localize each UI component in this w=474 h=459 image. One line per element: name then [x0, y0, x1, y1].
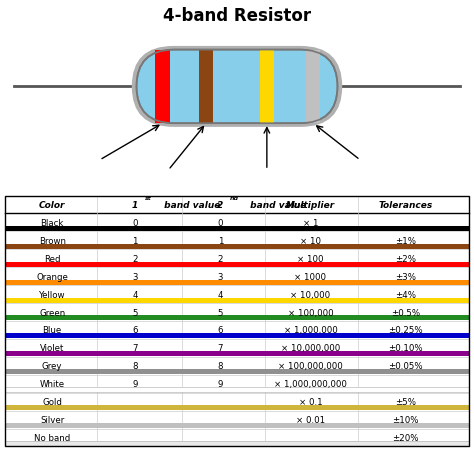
Text: 3: 3 [132, 272, 138, 281]
Bar [5, 441, 469, 446]
Text: × 1,000,000: × 1,000,000 [283, 326, 337, 335]
Text: × 10,000,000: × 10,000,000 [281, 344, 340, 353]
Bar [5, 441, 469, 446]
Text: Tolerances: Tolerances [378, 200, 432, 209]
Text: band value: band value [247, 200, 307, 209]
Text: 3: 3 [218, 272, 223, 281]
Text: ±3%: ±3% [395, 272, 416, 281]
Text: 7: 7 [132, 344, 138, 353]
Text: × 100: × 100 [297, 254, 324, 263]
Bar [5, 369, 469, 375]
Text: × 100,000,000: × 100,000,000 [278, 362, 343, 370]
Text: × 10: × 10 [300, 236, 321, 245]
Text: band value: band value [161, 200, 220, 209]
Text: × 10,000: × 10,000 [291, 290, 330, 299]
Text: ±1%: ±1% [395, 236, 416, 245]
Text: Gold: Gold [42, 397, 62, 406]
Text: Blue: Blue [43, 326, 62, 335]
Text: Green: Green [39, 308, 65, 317]
FancyBboxPatch shape [155, 50, 170, 124]
Text: Grey: Grey [42, 362, 63, 370]
Text: Orange: Orange [36, 272, 68, 281]
Text: ±0.25%: ±0.25% [388, 326, 423, 335]
Text: × 100,000: × 100,000 [288, 308, 333, 317]
Text: ±0.10%: ±0.10% [388, 344, 423, 353]
Text: 1: 1 [218, 236, 223, 245]
Text: 5: 5 [218, 308, 223, 317]
Text: Red: Red [44, 254, 60, 263]
Text: ±4%: ±4% [395, 290, 416, 299]
FancyBboxPatch shape [199, 50, 213, 124]
Text: st: st [145, 196, 151, 201]
Text: Black: Black [40, 218, 64, 227]
Bar [5, 316, 469, 321]
Bar [5, 405, 469, 410]
Text: ±0.05%: ±0.05% [388, 362, 423, 370]
Bar [5, 334, 469, 339]
Text: Silver: Silver [40, 415, 64, 424]
Bar [5, 244, 469, 249]
Text: 8: 8 [218, 362, 223, 370]
Text: 1: 1 [132, 236, 138, 245]
Text: 2: 2 [218, 254, 223, 263]
Text: 0: 0 [218, 218, 223, 227]
Bar [5, 352, 469, 357]
Text: 1: 1 [132, 200, 138, 209]
Text: Brown: Brown [39, 236, 65, 245]
Text: 7: 7 [218, 344, 223, 353]
Text: ±20%: ±20% [392, 433, 419, 442]
Text: No band: No band [34, 433, 70, 442]
Text: 4: 4 [218, 290, 223, 299]
Text: 2: 2 [132, 254, 138, 263]
Text: Violet: Violet [40, 344, 64, 353]
Text: 8: 8 [132, 362, 138, 370]
Text: × 1,000,000,000: × 1,000,000,000 [274, 380, 347, 388]
Text: 5: 5 [132, 308, 138, 317]
Text: ±2%: ±2% [395, 254, 416, 263]
Text: 4: 4 [132, 290, 138, 299]
FancyBboxPatch shape [137, 50, 337, 124]
Bar [5, 280, 469, 285]
Bar [5, 262, 469, 267]
Text: ±0.5%: ±0.5% [391, 308, 420, 317]
Text: 9: 9 [218, 380, 223, 388]
Bar [5, 387, 469, 392]
FancyBboxPatch shape [132, 47, 342, 128]
Text: Color: Color [39, 200, 65, 209]
FancyBboxPatch shape [306, 50, 320, 124]
Text: × 0.1: × 0.1 [299, 397, 322, 406]
Text: ±10%: ±10% [392, 415, 419, 424]
Text: nd: nd [230, 196, 239, 201]
Bar [5, 387, 469, 392]
Text: × 0.01: × 0.01 [296, 415, 325, 424]
Text: 6: 6 [218, 326, 223, 335]
Text: 6: 6 [132, 326, 138, 335]
FancyBboxPatch shape [260, 50, 274, 124]
Bar [5, 226, 469, 231]
Bar [5, 423, 469, 428]
Text: ±5%: ±5% [395, 397, 416, 406]
Text: × 1000: × 1000 [294, 272, 327, 281]
Text: 4-band Resistor: 4-band Resistor [163, 7, 311, 25]
Bar [5, 298, 469, 303]
Text: Yellow: Yellow [39, 290, 65, 299]
Text: × 1: × 1 [303, 218, 318, 227]
Text: White: White [39, 380, 65, 388]
Text: 9: 9 [132, 380, 138, 388]
Text: 2: 2 [217, 200, 224, 209]
Text: Multiplier: Multiplier [286, 200, 335, 209]
Text: 0: 0 [132, 218, 138, 227]
